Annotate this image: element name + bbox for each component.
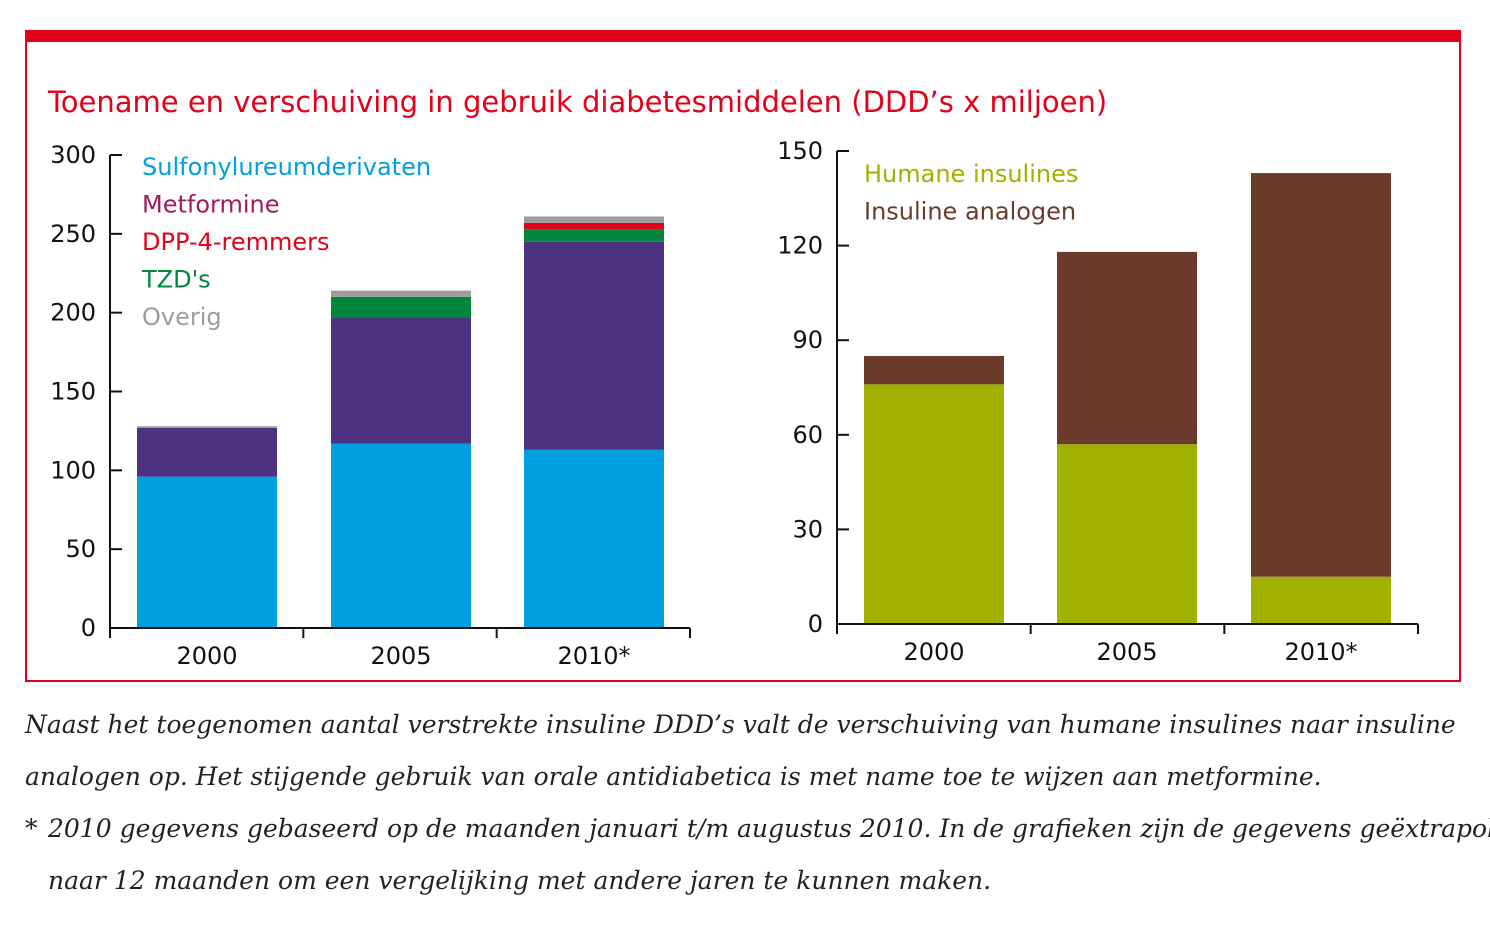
y-tick-label: 0 bbox=[808, 610, 823, 638]
legend-entry: DPP-4-remmers bbox=[142, 228, 330, 256]
footnote-line-2: naar 12 maanden om een vergelijking met … bbox=[48, 866, 992, 895]
bar-segment bbox=[864, 355, 1004, 385]
y-tick-label: 0 bbox=[81, 614, 96, 642]
chart-title: Toename en verschuiving in gebruik diabe… bbox=[47, 85, 1107, 119]
bar-segment bbox=[1057, 251, 1197, 445]
y-tick-label: 30 bbox=[792, 515, 823, 543]
legend-entry: Metformine bbox=[142, 191, 279, 219]
bar-segment bbox=[137, 476, 277, 628]
legend-entry: TZD's bbox=[141, 266, 211, 294]
y-tick-label: 50 bbox=[65, 535, 96, 563]
y-tick-label: 60 bbox=[792, 421, 823, 449]
legend-entry: Sulfonylureumderivaten bbox=[142, 153, 431, 181]
x-tick-label: 2005 bbox=[1096, 638, 1157, 666]
y-tick-label: 150 bbox=[50, 378, 96, 406]
bar-segment bbox=[331, 296, 471, 318]
y-tick-label: 100 bbox=[50, 456, 96, 484]
legend-entry: Insuline analogen bbox=[864, 198, 1076, 226]
footnote-mark: * bbox=[25, 814, 38, 843]
caption-line-2: analogen op. Het stijgende gebruik van o… bbox=[25, 762, 1322, 791]
right-chart: 2000 2005 2010* 0 30 60 90 120 150 Humane insulin… bbox=[777, 137, 1419, 666]
bar-segment bbox=[864, 384, 1004, 624]
y-tick-label: 90 bbox=[792, 326, 823, 354]
legend-entry: Humane insulines bbox=[864, 160, 1078, 188]
y-tick-label: 250 bbox=[50, 220, 96, 248]
bar-segment bbox=[331, 443, 471, 628]
bar-segment bbox=[137, 427, 277, 477]
bar-segment bbox=[331, 290, 471, 297]
bar-segment bbox=[524, 241, 664, 450]
y-tick-label: 200 bbox=[50, 299, 96, 327]
y-tick-label: 300 bbox=[50, 141, 96, 169]
legend-entry: Overig bbox=[142, 303, 222, 331]
x-tick-label: 2010* bbox=[557, 642, 630, 670]
bar-segment bbox=[1251, 173, 1391, 577]
bar-segment bbox=[524, 222, 664, 230]
bar-segment bbox=[1057, 444, 1197, 624]
x-tick-label: 2000 bbox=[903, 638, 964, 666]
x-tick-label: 2010* bbox=[1284, 638, 1357, 666]
footnote-line-1: 2010 gegevens gebaseerd op de maanden ja… bbox=[48, 814, 1490, 843]
bar-segment bbox=[331, 317, 471, 444]
bar-segment bbox=[524, 449, 664, 628]
chart-frame bbox=[25, 30, 1461, 682]
y-tick-label: 120 bbox=[777, 232, 823, 260]
bar-segment bbox=[524, 229, 664, 242]
left-chart: 2000 2005 2010* 0 50 100 150 200 250 300 Sulfonylu… bbox=[50, 141, 691, 670]
bar-segment bbox=[524, 216, 664, 223]
caption-line-1: Naast het toegenomen aantal verstrekte i… bbox=[25, 710, 1456, 739]
x-tick-label: 2005 bbox=[370, 642, 431, 670]
bar-segment bbox=[137, 426, 277, 428]
bar-segment bbox=[1251, 576, 1391, 624]
y-tick-label: 150 bbox=[777, 137, 823, 165]
x-tick-label: 2000 bbox=[176, 642, 237, 670]
